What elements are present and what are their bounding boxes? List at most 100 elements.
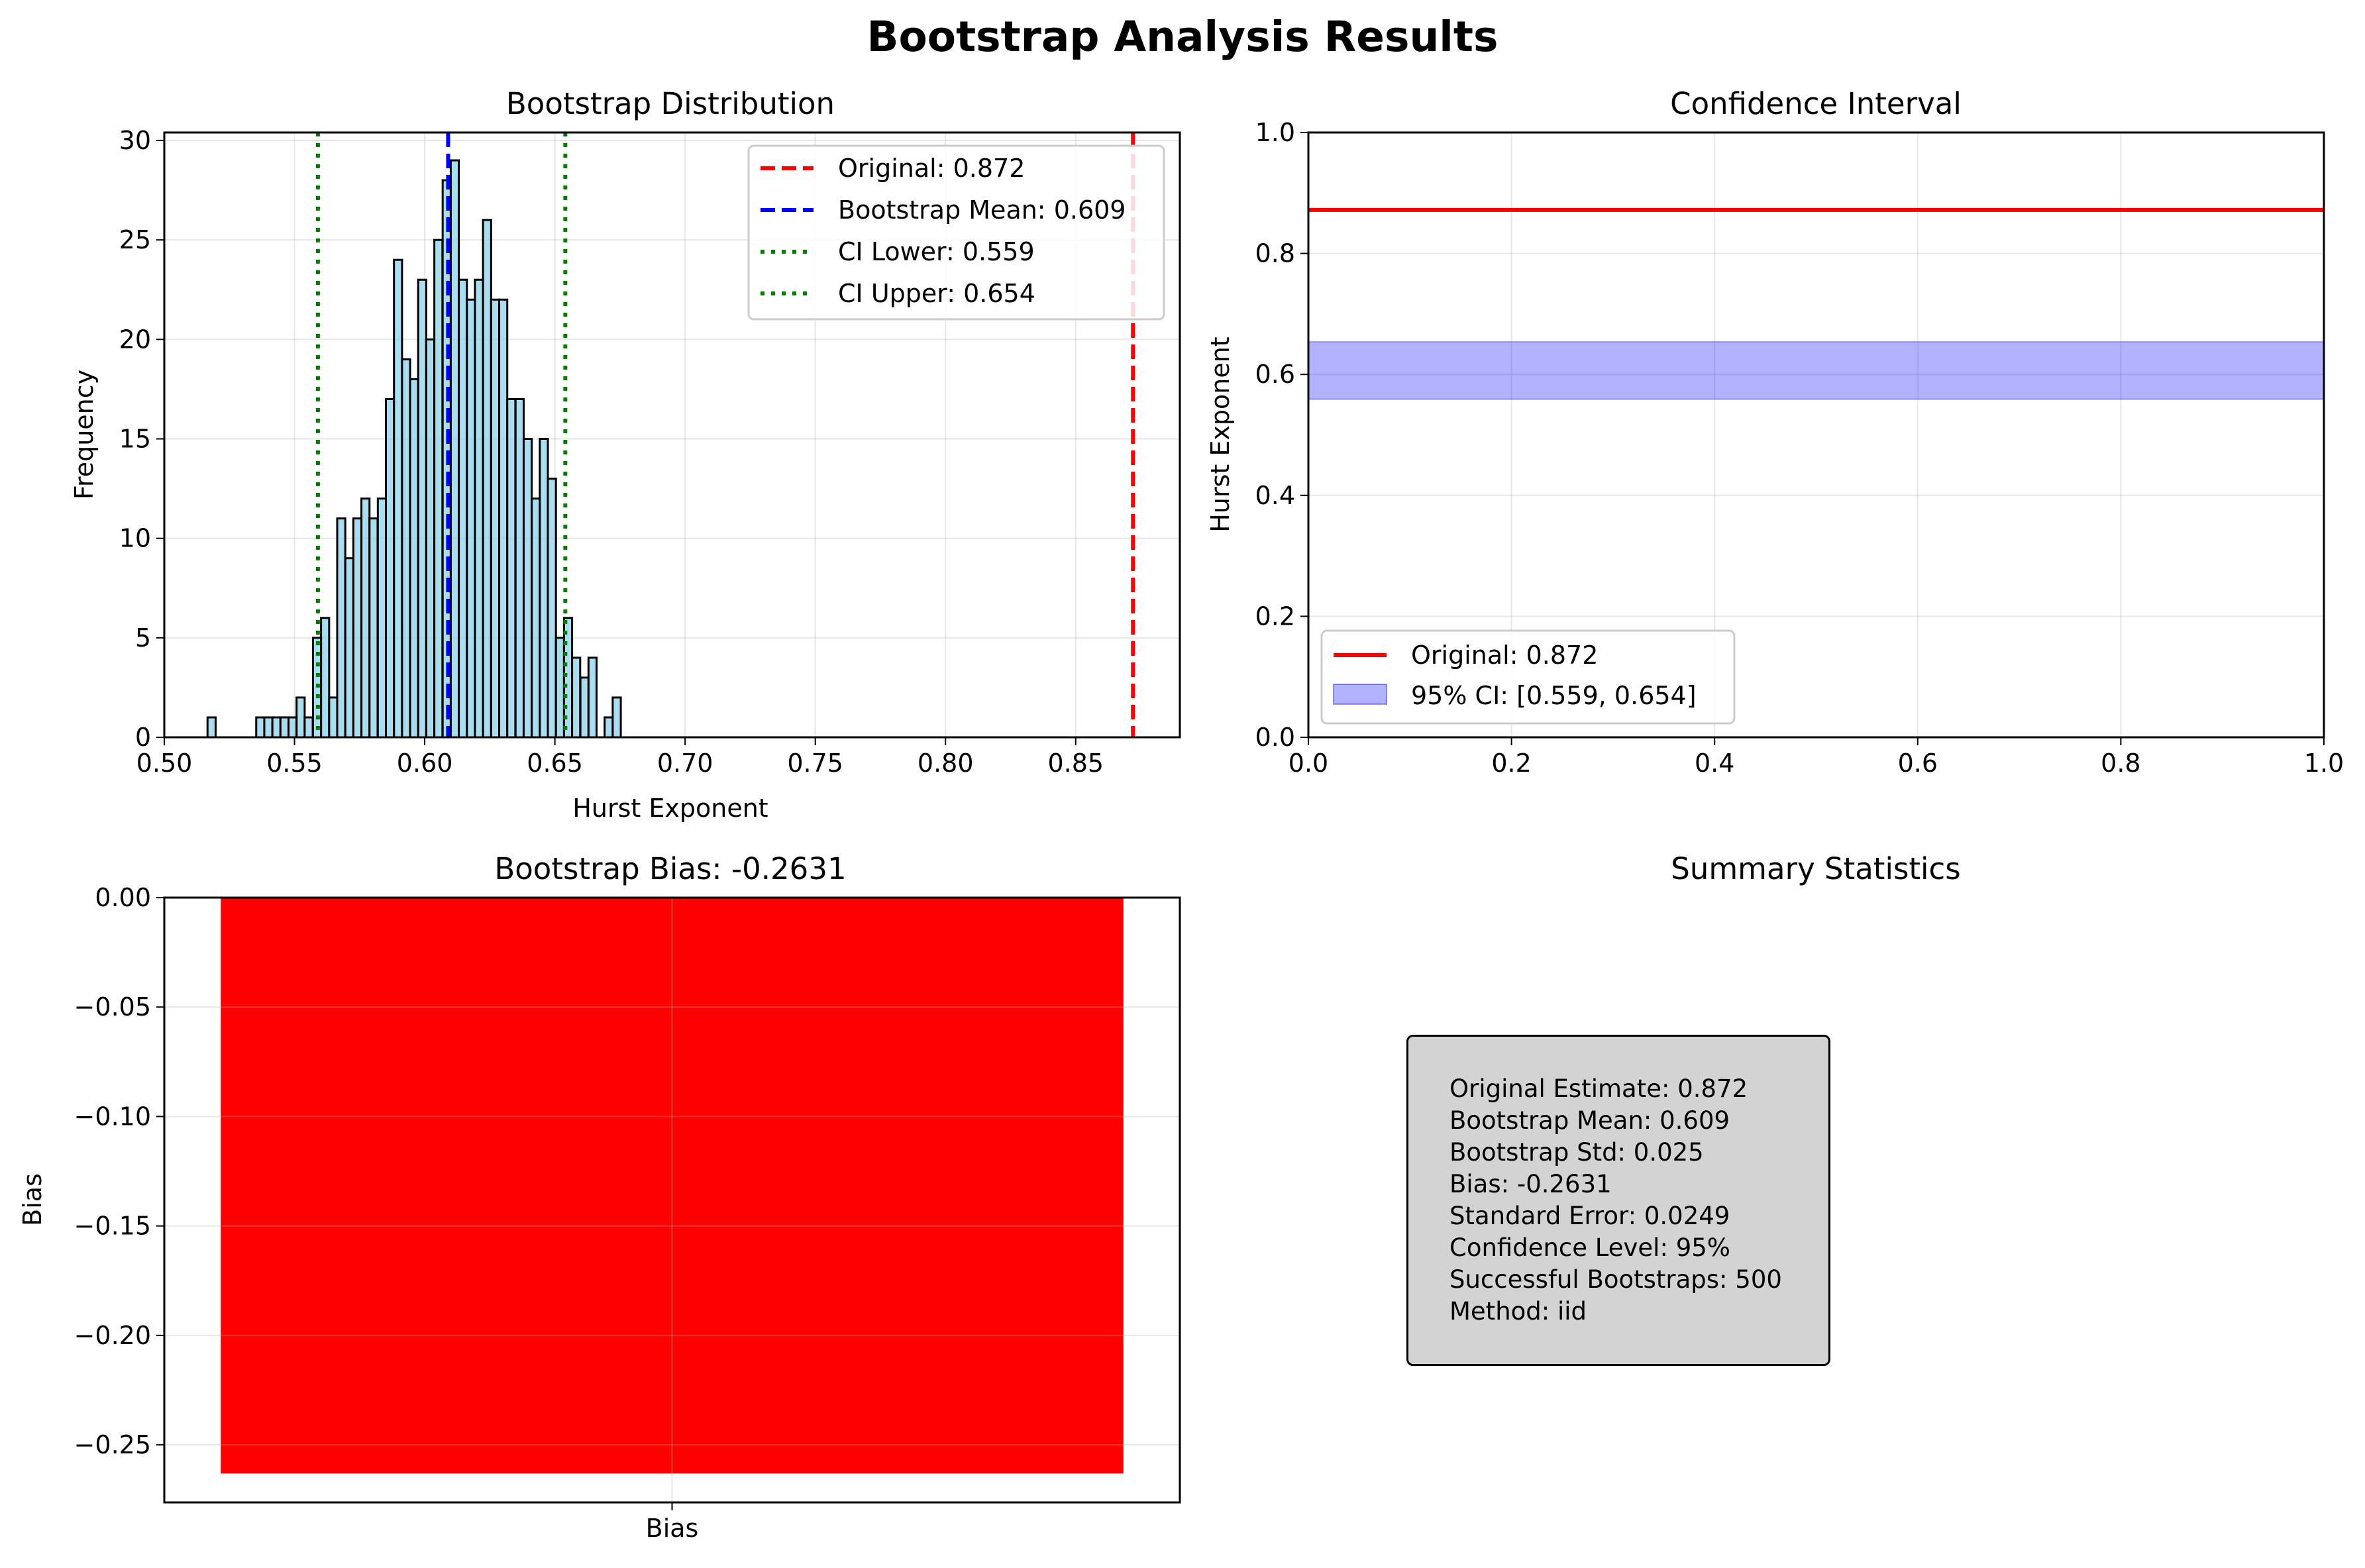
stat-confidence-level: Confidence Level: 95% <box>1449 1233 1730 1262</box>
confidence-y-tick-label: 0.2 <box>1255 601 1295 631</box>
histogram-x-tick-label: 0.65 <box>527 749 583 778</box>
figure-title: Bootstrap Analysis Results <box>867 13 1498 61</box>
histogram-bar <box>449 159 460 739</box>
histogram-bar <box>368 517 379 739</box>
bias-y-ticks: 0.00 −0.05 −0.10 −0.15 −0.20 −0.25 <box>74 883 164 1459</box>
histogram-bar <box>328 696 339 739</box>
stat-standard-error: Standard Error: 0.0249 <box>1449 1202 1730 1230</box>
histogram-bar <box>531 497 541 739</box>
bias-y-tick-label: −0.15 <box>74 1212 151 1241</box>
histogram-y-label: Frequency <box>70 370 99 499</box>
histogram-bar <box>295 696 306 739</box>
stat-bootstrap-std: Bootstrap Std: 0.025 <box>1449 1138 1704 1167</box>
confidence-title: Confidence Interval <box>1670 86 1962 121</box>
histogram-bar <box>344 557 354 739</box>
histogram-bar <box>279 716 290 739</box>
legend-label-ci-lower: CI Lower: 0.559 <box>838 237 1035 266</box>
histogram-x-label: Hurst Exponent <box>572 794 768 823</box>
histogram-bar <box>490 298 501 739</box>
histogram-bar <box>539 438 549 739</box>
histogram-bar <box>466 298 476 739</box>
histogram-bars <box>206 159 622 739</box>
histogram-x-tick-label: 0.75 <box>787 749 843 778</box>
histogram-bar <box>587 656 598 739</box>
confidence-y-label: Hurst Exponent <box>1206 337 1235 532</box>
confidence-x-tick-label: 1.0 <box>2304 749 2344 778</box>
histogram-bar <box>409 378 419 739</box>
histogram-bar <box>360 497 371 739</box>
confidence-band <box>1308 340 2325 400</box>
confidence-panel: Confidence Interval 0.0 0.2 0.4 0.6 0.8 1.0 0… <box>1206 86 2344 778</box>
histogram-bar <box>522 438 533 739</box>
legend-label-original: Original: 0.872 <box>838 154 1025 183</box>
histogram-bar <box>376 497 388 739</box>
histogram-bar <box>604 716 614 739</box>
stat-bootstrap-mean: Bootstrap Mean: 0.609 <box>1449 1106 1730 1135</box>
histogram-bar <box>271 716 282 739</box>
histogram-y-tick-label: 30 <box>119 126 151 155</box>
histogram-y-tick-label: 15 <box>119 425 151 454</box>
confidence-y-tick-label: 1.0 <box>1255 118 1295 147</box>
histogram-bar <box>425 338 436 739</box>
histogram-bar <box>579 676 590 739</box>
histogram-bar <box>393 258 403 739</box>
confidence-x-tick-label: 0.6 <box>1898 749 1938 778</box>
confidence-y-tick-label: 0.4 <box>1255 481 1295 510</box>
histogram-bar <box>611 696 622 739</box>
histogram-bar <box>482 219 492 739</box>
histogram-x-tick-label: 0.70 <box>657 749 713 778</box>
confidence-y-ticks: 0.0 0.2 0.4 0.6 0.8 1.0 <box>1255 118 1308 752</box>
histogram-axes-frame <box>163 131 1181 739</box>
legend-label-ci-upper: CI Upper: 0.654 <box>838 279 1035 308</box>
confidence-axes-frame <box>1307 131 2325 739</box>
confidence-legend-box <box>1320 629 1736 725</box>
histogram-bar <box>303 716 314 739</box>
histogram-y-ticks: 0 5 10 15 20 25 30 <box>119 126 164 752</box>
histogram-reference-lines <box>315 132 1135 737</box>
histogram-bar <box>554 637 565 739</box>
histogram-bar <box>417 278 427 739</box>
legend-swatch-ci-band <box>1333 684 1387 705</box>
histogram-bar <box>287 716 298 739</box>
summary-statistics-box: Original Estimate: 0.872 Bootstrap Mean:… <box>1406 1035 1830 1366</box>
bias-x-ticks: Bias <box>646 1502 699 1543</box>
histogram-panel: Bootstrap Distribution 0.50 0.55 0.60 0.65 0… <box>70 86 1181 823</box>
confidence-y-tick-label: 0.0 <box>1255 723 1295 752</box>
stat-bias: Bias: -0.2631 <box>1449 1170 1612 1198</box>
legend-label-bootstrap-mean: Bootstrap Mean: 0.609 <box>838 195 1126 225</box>
stat-method: Method: iid <box>1449 1297 1587 1326</box>
histogram-x-ticks: 0.50 0.55 0.60 0.65 0.70 0.75 0.80 0.85 <box>136 737 1104 778</box>
confidence-legend: Original: 0.872 95% CI: [0.559, 0.654] <box>1320 629 1736 725</box>
histogram-x-tick-label: 0.60 <box>397 749 453 778</box>
stat-original-estimate: Original Estimate: 0.872 <box>1449 1074 1748 1103</box>
histogram-y-tick-label: 10 <box>119 524 151 553</box>
histogram-bar <box>352 517 363 739</box>
histogram-bar <box>385 397 395 739</box>
histogram-x-tick-label: 0.55 <box>266 749 323 778</box>
bias-bar <box>221 898 1124 1474</box>
histogram-bar <box>206 716 217 739</box>
bias-panel: Bootstrap Bias: -0.2631 Bias 0.00 −0.05 −0… <box>18 851 1181 1543</box>
histogram-bar <box>506 397 517 739</box>
histogram-title: Bootstrap Distribution <box>506 86 835 121</box>
histogram-bar <box>458 278 468 739</box>
histogram-y-tick-label: 20 <box>119 325 151 354</box>
legend-label-ci-band: 95% CI: [0.559, 0.654] <box>1411 681 1697 710</box>
stat-successful-bootstraps: Successful Bootstraps: 500 <box>1449 1265 1782 1294</box>
histogram-bar <box>320 617 331 739</box>
histogram-bar <box>336 517 346 739</box>
histogram-bar <box>474 278 484 739</box>
histogram-y-tick-label: 0 <box>135 723 151 752</box>
histogram-bar <box>498 298 509 739</box>
histogram-x-tick-label: 0.80 <box>918 749 974 778</box>
legend-label-ci-original: Original: 0.872 <box>1411 641 1598 670</box>
bias-x-tick-label: Bias <box>646 1514 699 1543</box>
histogram-x-tick-label: 0.50 <box>136 749 193 778</box>
histogram-legend: Original: 0.872 Bootstrap Mean: 0.609 CI… <box>747 144 1165 321</box>
histogram-y-tick-label: 5 <box>135 623 151 653</box>
histogram-bar <box>263 716 274 739</box>
confidence-x-ticks: 0.0 0.2 0.4 0.6 0.8 1.0 <box>1288 737 2344 778</box>
histogram-bar <box>255 716 266 739</box>
confidence-x-tick-label: 0.2 <box>1491 749 1531 778</box>
